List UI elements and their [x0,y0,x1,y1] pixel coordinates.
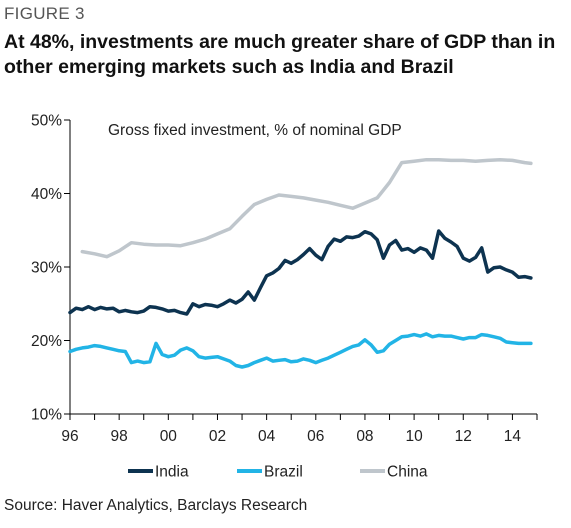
line-chart: 10% 20% 30% 40% 50% 96 98 00 02 04 06 08 10 12 14 Gro… [31,113,538,481]
legend-label-india: India [155,464,189,481]
legend: India Brazil China [128,464,428,481]
x-axis: 96 98 00 02 04 06 08 10 12 14 [61,413,538,445]
x-tick-label: 12 [455,428,472,445]
series-lines [68,157,533,369]
y-tick-label: 10% [31,407,62,424]
x-tick-label: 10 [405,428,423,445]
legend-label-china: China [387,464,428,481]
x-tick-label: 14 [504,428,522,445]
x-tick-label: 02 [209,428,226,445]
y-tick-label: 40% [31,186,62,203]
series-line-china [80,157,533,259]
y-tick-label: 30% [31,260,62,277]
source-note: Source: Haver Analytics, Barclays Resear… [4,497,308,514]
series-line-brazil [68,332,533,369]
series-line-india [68,229,533,316]
x-tick-label: 04 [258,428,276,445]
chart-headline: At 48%, investments are much greater sha… [4,31,556,78]
x-tick-label: 98 [111,428,128,445]
y-tick-label: 20% [31,333,62,350]
legend-label-brazil: Brazil [264,464,303,481]
x-tick-label: 08 [356,428,373,445]
chart-inner-title: Gross fixed investment, % of nominal GDP [108,122,402,139]
x-tick-label: 06 [307,428,324,445]
x-tick-label: 00 [160,428,178,445]
y-tick-label: 50% [31,113,62,130]
x-tick-label: 96 [61,428,78,445]
figure-label: FIGURE 3 [4,4,85,23]
y-axis: 10% 20% 30% 40% 50% [31,113,71,424]
